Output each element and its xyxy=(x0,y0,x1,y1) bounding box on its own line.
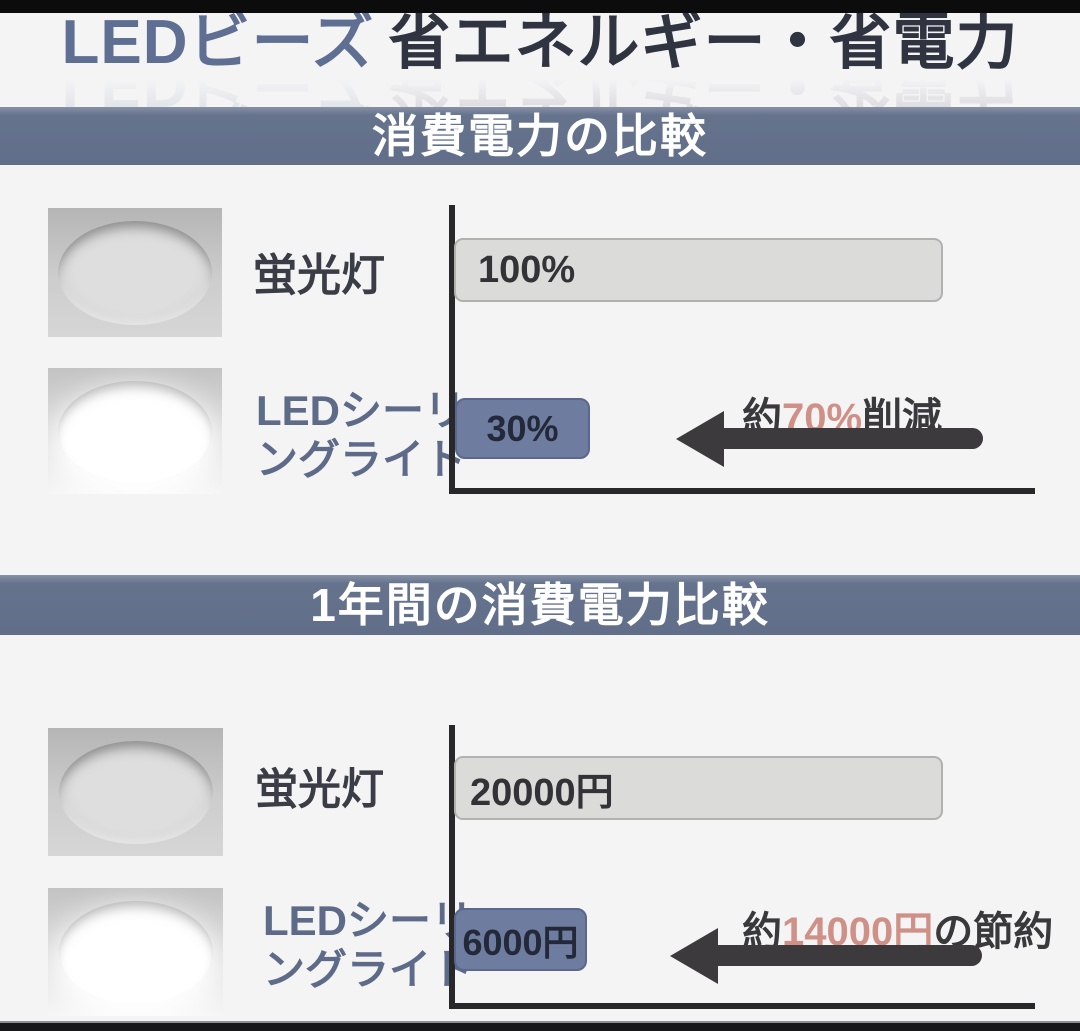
bar-value: 100% xyxy=(478,248,576,291)
fluorescent-light-photo xyxy=(48,208,222,337)
bottom-letterbox-bar xyxy=(0,1021,1080,1031)
led-label: LEDシーリ ングライト xyxy=(263,897,474,993)
bar-value: 30% xyxy=(486,407,559,449)
bar-fluorescent: 100% xyxy=(454,238,943,302)
fluorescent-light-photo xyxy=(48,728,223,856)
led-light-photo xyxy=(48,888,223,1016)
x-axis xyxy=(449,1003,1035,1009)
section2-header: 1年間の消費電力比較 xyxy=(0,575,1080,635)
ceiling-light-ellipse xyxy=(58,900,213,1005)
page-title: LEDビーズ 省エネルギー・省電力 xyxy=(0,12,1080,75)
ceiling-light-ellipse xyxy=(58,220,212,326)
led-label: LEDシーリ ングライト xyxy=(256,387,467,483)
page-title-accent: LEDビーズ xyxy=(61,8,375,77)
bar-led: 6000円 xyxy=(454,908,587,971)
page-title-rest: 省エネルギー・省電力 xyxy=(388,8,1019,77)
bar-fluorescent: 20000円 xyxy=(454,756,943,820)
section1-header: 消費電力の比較 xyxy=(0,107,1080,165)
top-letterbox-bar xyxy=(0,0,1080,13)
y-axis xyxy=(449,205,455,494)
bar-value: 20000円 xyxy=(470,771,614,814)
x-axis xyxy=(449,488,1035,494)
ceiling-light-ellipse xyxy=(58,380,212,483)
y-axis xyxy=(449,725,455,1009)
ceiling-light-ellipse xyxy=(58,740,213,845)
bar-led: 30% xyxy=(455,398,590,459)
bar-value: 6000円 xyxy=(462,921,579,963)
fluorescent-label: 蛍光灯 xyxy=(255,766,384,814)
fluorescent-label: 蛍光灯 xyxy=(253,251,385,300)
led-light-photo xyxy=(48,368,222,494)
